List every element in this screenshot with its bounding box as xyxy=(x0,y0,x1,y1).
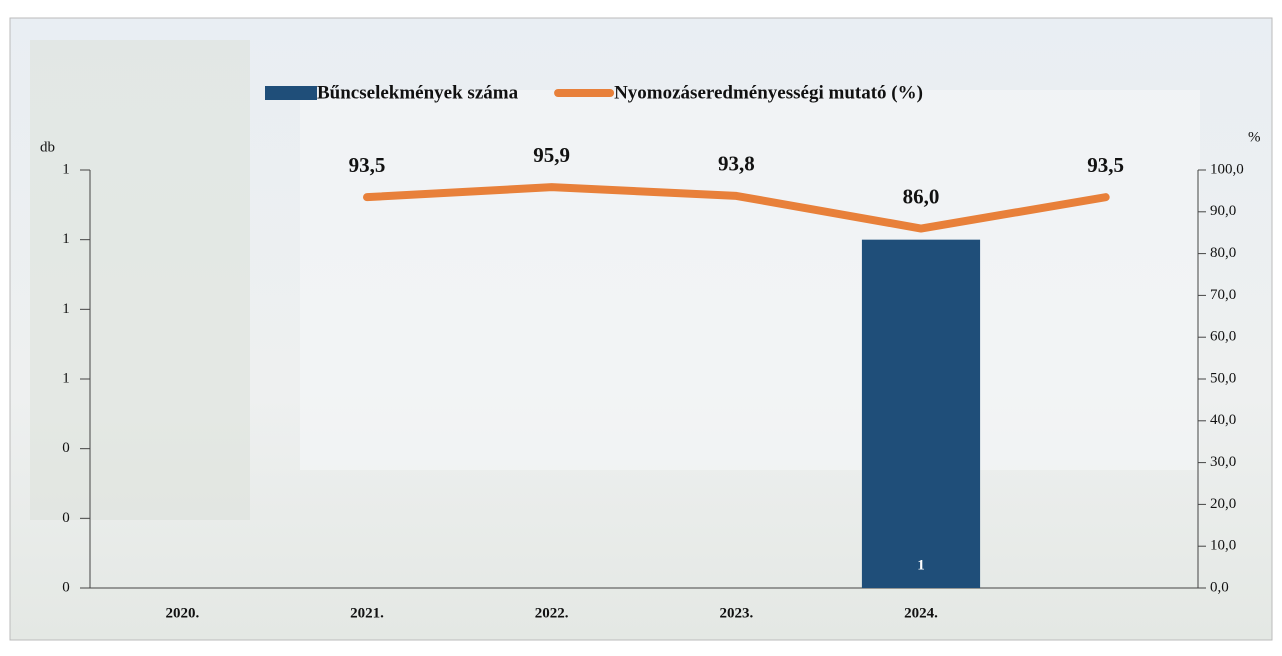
line-value-label: 93,8 xyxy=(718,152,755,176)
legend-swatch xyxy=(265,86,317,100)
line-value-label: 86,0 xyxy=(903,184,940,208)
line-value-label: 93,5 xyxy=(1087,153,1124,177)
y-tick-label: 1 xyxy=(62,231,70,247)
x-tick-label: 2023. xyxy=(719,605,753,621)
y2-tick-label: 80,0 xyxy=(1210,245,1236,261)
y2-tick-label: 40,0 xyxy=(1210,412,1236,428)
y2-tick-label: 30,0 xyxy=(1210,454,1236,470)
y-axis-label: db xyxy=(40,139,55,155)
legend-label: Bűncselekmények száma xyxy=(317,82,519,103)
y2-tick-label: 100,0 xyxy=(1210,161,1244,177)
y-tick-label: 1 xyxy=(62,370,70,386)
chart: db % 00011110,010,020,030,040,050,060,07… xyxy=(0,0,1282,656)
y-tick-label: 1 xyxy=(62,301,70,317)
y-tick-label: 0 xyxy=(62,510,70,526)
y-tick-label: 1 xyxy=(62,161,70,177)
y2-tick-label: 70,0 xyxy=(1210,287,1236,303)
y-tick-label: 0 xyxy=(62,440,70,456)
y2-tick-label: 0,0 xyxy=(1210,579,1229,595)
y2-tick-label: 60,0 xyxy=(1210,329,1236,345)
x-tick-label: 2021. xyxy=(350,605,384,621)
bar-value-label: 1 xyxy=(917,557,925,573)
y-tick-label: 0 xyxy=(62,579,70,595)
x-tick-label: 2022. xyxy=(535,605,569,621)
legend-label: Nyomozáseredményességi mutató (%) xyxy=(614,82,923,103)
y2-tick-label: 90,0 xyxy=(1210,203,1236,219)
y2-tick-label: 20,0 xyxy=(1210,496,1236,512)
y2-tick-label: 50,0 xyxy=(1210,370,1236,386)
bar xyxy=(862,240,980,588)
x-tick-label: 2024. xyxy=(904,605,938,621)
line-value-label: 95,9 xyxy=(533,143,570,167)
background-building xyxy=(300,90,1200,470)
y2-axis-label: % xyxy=(1248,129,1261,145)
x-tick-label: 2020. xyxy=(165,605,199,621)
line-value-label: 93,5 xyxy=(349,153,386,177)
y2-tick-label: 10,0 xyxy=(1210,538,1236,554)
